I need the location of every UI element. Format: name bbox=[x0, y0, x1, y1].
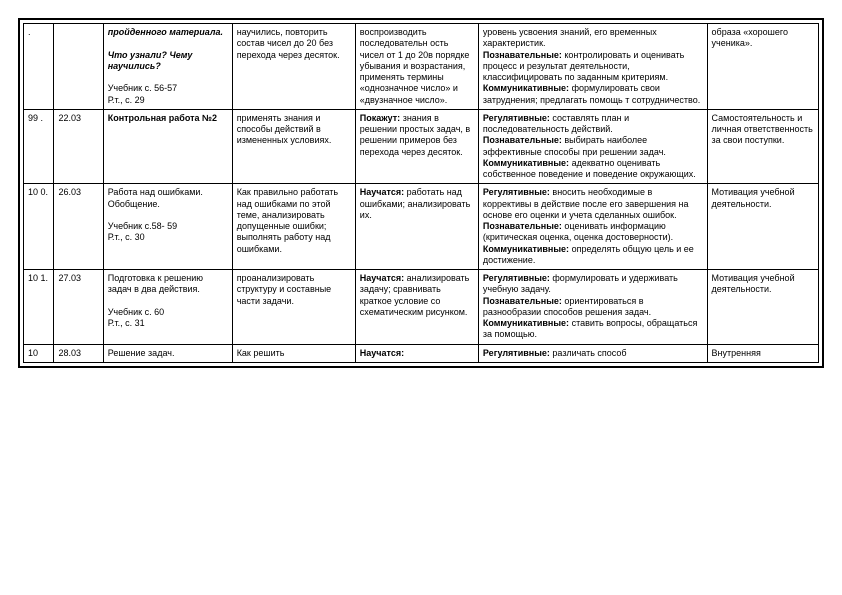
cell-c6: Регулятивные: различать способ bbox=[478, 344, 707, 362]
table-row: 10 0.26.03Работа над ошибками. Обобщение… bbox=[24, 184, 819, 270]
cell-c4: Как решить bbox=[232, 344, 355, 362]
cell-c7: Мотивация учебной деятельности. bbox=[707, 184, 818, 270]
cell-c5: Научатся: bbox=[355, 344, 478, 362]
cell-c3: Работа над ошибками. Обобщение.Учебник с… bbox=[103, 184, 232, 270]
cell-c4: проанализировать структуру и составные ч… bbox=[232, 270, 355, 345]
cell-c5: Научатся: работать над ошибками; анализи… bbox=[355, 184, 478, 270]
cell-c1: 10 0. bbox=[24, 184, 54, 270]
cell-c6: Регулятивные: составлять план и последов… bbox=[478, 109, 707, 184]
lesson-plan-table: . пройденного материала.Что узнали? Чему … bbox=[23, 23, 819, 363]
cell-c7: Мотивация учебной деятельности. bbox=[707, 270, 818, 345]
cell-c3: Решение задач. bbox=[103, 344, 232, 362]
cell-c2: 22.03 bbox=[54, 109, 103, 184]
table-row: 1028.03Решение задач.Как решитьНаучатся:… bbox=[24, 344, 819, 362]
cell-c4: научились, повторить состав чисел до 20 … bbox=[232, 24, 355, 110]
cell-c3: Контрольная работа №2 bbox=[103, 109, 232, 184]
table-row: . пройденного материала.Что узнали? Чему … bbox=[24, 24, 819, 110]
cell-c1: 10 bbox=[24, 344, 54, 362]
cell-c5: воспроизводить последовательн ость чисел… bbox=[355, 24, 478, 110]
cell-c4: Как правильно работать над ошибками по э… bbox=[232, 184, 355, 270]
cell-c2: 27.03 bbox=[54, 270, 103, 345]
cell-c6: Регулятивные: вносить необходимые в корр… bbox=[478, 184, 707, 270]
cell-c7: образа «хорошего ученика». bbox=[707, 24, 818, 110]
cell-c7: Внутренняя bbox=[707, 344, 818, 362]
table-row: 99 .22.03Контрольная работа №2применять … bbox=[24, 109, 819, 184]
cell-c2: 26.03 bbox=[54, 184, 103, 270]
cell-c1: . bbox=[24, 24, 54, 110]
table-row: 10 1.27.03Подготовка к решению задач в д… bbox=[24, 270, 819, 345]
cell-c3: пройденного материала.Что узнали? Чему н… bbox=[103, 24, 232, 110]
cell-c2 bbox=[54, 24, 103, 110]
cell-c2: 28.03 bbox=[54, 344, 103, 362]
cell-c4: применять знания и способы действий в из… bbox=[232, 109, 355, 184]
cell-c1: 99 . bbox=[24, 109, 54, 184]
cell-c5: Покажут: знания в решении простых задач,… bbox=[355, 109, 478, 184]
page-frame: . пройденного материала.Что узнали? Чему … bbox=[18, 18, 824, 368]
cell-c5: Научатся: анализировать задачу; сравнива… bbox=[355, 270, 478, 345]
cell-c3: Подготовка к решению задач в два действи… bbox=[103, 270, 232, 345]
cell-c6: Регулятивные: формулировать и удерживать… bbox=[478, 270, 707, 345]
cell-c6: уровень усвоения знаний, его временных х… bbox=[478, 24, 707, 110]
cell-c1: 10 1. bbox=[24, 270, 54, 345]
cell-c7: Самостоятельность и личная ответственнос… bbox=[707, 109, 818, 184]
